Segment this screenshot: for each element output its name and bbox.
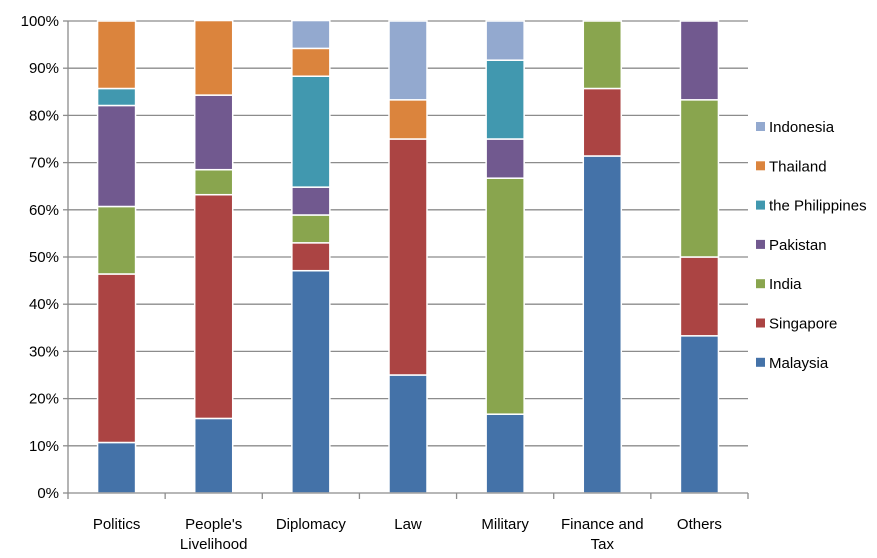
x-category-label-finance-and-tax: Finance and Tax bbox=[561, 516, 644, 553]
x-category-label-diplomacy: Diplomacy bbox=[276, 516, 347, 533]
legend-label-malaysia: Malaysia bbox=[769, 355, 829, 372]
legend-label-india: India bbox=[769, 276, 802, 293]
bar-segment-people-s-livelihood-india bbox=[193, 168, 234, 196]
x-category-label-line: Diplomacy bbox=[276, 516, 347, 533]
y-tick-labels: 0% 10% 20% 30% 40% 50% 60% 70% 80% 90% 100% bbox=[21, 13, 59, 502]
bar-segment-people-s-livelihood-singapore bbox=[193, 193, 234, 420]
x-category-label-line: Livelihood bbox=[180, 536, 248, 553]
y-tick-label-100: 100% bbox=[21, 13, 59, 30]
y-tick-label-20: 20% bbox=[29, 391, 59, 408]
bar-segment-diplomacy-thailand bbox=[291, 47, 331, 77]
bar-segment-others-india bbox=[679, 99, 720, 258]
bar-segment-finance-and-tax-singapore bbox=[582, 87, 623, 157]
bar-segment-military-malaysia bbox=[485, 413, 525, 494]
bar-segment-others-singapore bbox=[679, 256, 720, 337]
x-category-label-others: Others bbox=[677, 516, 722, 533]
legend-swatch-malaysia bbox=[756, 357, 765, 367]
legend: Indonesia Thailand the Philippines Pakistan… bbox=[756, 119, 867, 372]
legend-item-pakistan: Pakistan bbox=[756, 237, 827, 254]
y-tick-label-60: 60% bbox=[29, 202, 59, 219]
bar-segment-military-the-philippines bbox=[485, 59, 525, 140]
bar-segment-politics-the-philippines bbox=[96, 87, 137, 107]
bar-segment-politics-malaysia bbox=[96, 441, 137, 494]
bar-segment-military-pakistan bbox=[485, 138, 525, 179]
x-category-label-line: Others bbox=[677, 516, 722, 533]
legend-label-the-philippines: the Philippines bbox=[769, 198, 867, 215]
x-category-label-law: Law bbox=[394, 516, 422, 533]
x-category-label-people-s-livelihood: People's Livelihood bbox=[180, 516, 248, 553]
legend-item-indonesia: Indonesia bbox=[756, 119, 835, 136]
axes bbox=[63, 20, 749, 499]
bar-segment-diplomacy-malaysia bbox=[291, 269, 331, 494]
bar-segment-finance-and-tax-malaysia bbox=[582, 155, 623, 494]
bar-segment-politics-singapore bbox=[96, 273, 137, 444]
bar-segment-law-malaysia bbox=[388, 374, 428, 494]
bar-segment-diplomacy-indonesia bbox=[291, 19, 331, 50]
y-tick-label-70: 70% bbox=[29, 155, 59, 172]
legend-swatch-india bbox=[756, 279, 765, 289]
x-category-label-line: Tax bbox=[591, 536, 615, 553]
legend-swatch-thailand bbox=[756, 161, 765, 171]
legend-label-singapore: Singapore bbox=[769, 316, 837, 333]
bar-segment-others-malaysia bbox=[679, 335, 720, 494]
legend-swatch-indonesia bbox=[756, 122, 765, 131]
bar-segment-politics-thailand bbox=[96, 20, 137, 90]
bar-segment-law-singapore bbox=[388, 138, 428, 376]
x-category-label-line: Law bbox=[394, 516, 422, 533]
x-category-label-line: Military bbox=[481, 516, 529, 533]
bar-segment-people-s-livelihood-pakistan bbox=[193, 94, 234, 171]
y-tick-label-40: 40% bbox=[29, 296, 59, 313]
bar-segment-diplomacy-the-philippines bbox=[291, 75, 331, 188]
bar-segment-politics-india bbox=[96, 205, 137, 275]
y-tick-label-50: 50% bbox=[29, 249, 59, 266]
bar-segment-finance-and-tax-india bbox=[582, 20, 623, 90]
bars bbox=[96, 19, 720, 494]
legend-label-pakistan: Pakistan bbox=[769, 237, 827, 254]
x-category-label-line: Finance and bbox=[561, 516, 644, 533]
bar-segment-law-thailand bbox=[388, 99, 428, 140]
legend-swatch-the-philippines bbox=[756, 200, 765, 210]
x-category-labels: Politics People's Livelihood Diplomacy Law Mi… bbox=[93, 516, 722, 553]
legend-swatch-singapore bbox=[756, 318, 765, 328]
bar-segment-people-s-livelihood-thailand bbox=[193, 19, 234, 96]
legend-label-thailand: Thailand bbox=[769, 158, 827, 175]
x-category-label-line: Politics bbox=[93, 516, 141, 533]
legend-item-malaysia: Malaysia bbox=[756, 355, 829, 372]
legend-item-india: India bbox=[756, 276, 802, 293]
bar-segment-diplomacy-pakistan bbox=[291, 186, 331, 216]
x-category-label-politics: Politics bbox=[93, 516, 141, 533]
legend-item-the-philippines: the Philippines bbox=[756, 198, 867, 215]
bar-segment-diplomacy-india bbox=[291, 214, 331, 244]
x-category-label-line: People's bbox=[185, 516, 242, 533]
legend-item-thailand: Thailand bbox=[756, 158, 827, 175]
bar-segment-people-s-livelihood-malaysia bbox=[193, 417, 234, 494]
x-category-label-military: Military bbox=[481, 516, 529, 533]
bar-segment-diplomacy-singapore bbox=[291, 242, 331, 272]
y-tick-label-0: 0% bbox=[37, 485, 59, 502]
legend-label-indonesia: Indonesia bbox=[769, 119, 835, 136]
bar-segment-military-india bbox=[485, 177, 525, 415]
y-tick-label-90: 90% bbox=[29, 60, 59, 77]
bar-segment-others-pakistan bbox=[679, 20, 720, 101]
bar-segment-military-indonesia bbox=[485, 20, 525, 61]
y-tick-label-80: 80% bbox=[29, 107, 59, 124]
legend-swatch-pakistan bbox=[756, 239, 765, 249]
legend-item-singapore: Singapore bbox=[756, 316, 837, 333]
y-tick-label-30: 30% bbox=[29, 343, 59, 360]
y-tick-label-10: 10% bbox=[29, 438, 59, 455]
bar-segment-politics-pakistan bbox=[96, 104, 137, 208]
bar-segment-law-indonesia bbox=[388, 20, 428, 101]
